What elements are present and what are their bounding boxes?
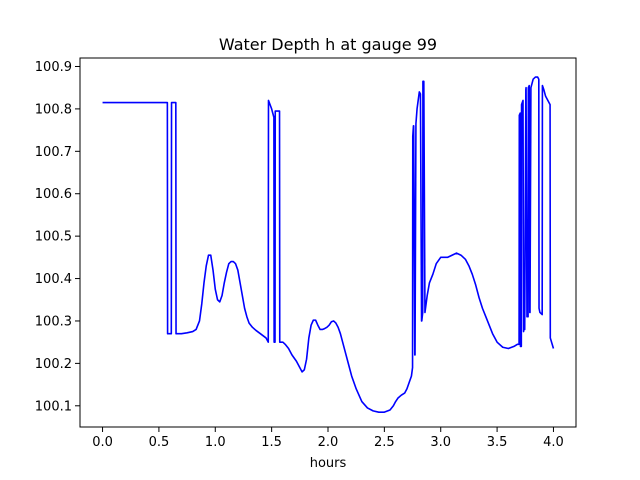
y-tick-label: 100.8 <box>35 102 72 117</box>
y-tick-label: 100.7 <box>35 145 72 160</box>
y-tick-label: 100.6 <box>35 187 72 202</box>
x-tick-label: 3.5 <box>487 435 508 450</box>
plot-frame <box>79 57 577 428</box>
y-tick-label: 100.2 <box>35 357 72 372</box>
x-tick-label: 1.0 <box>205 435 226 450</box>
y-tick-label: 100.5 <box>35 230 72 245</box>
y-tick-label: 100.1 <box>35 399 72 414</box>
y-axis: 100.1 100.2 100.3 100.4 100.5 100.6 100.7 100.8… <box>35 60 80 414</box>
x-tick-label: 1.5 <box>261 435 282 450</box>
x-axis-label: hours <box>310 456 347 471</box>
y-tick-label: 100.4 <box>35 272 72 287</box>
x-tick-label: 2.5 <box>374 435 395 450</box>
x-axis: 0.0 0.5 1.0 1.5 2.0 2.5 3.0 3.5 4.0 <box>92 427 564 450</box>
x-tick-label: 0.5 <box>149 435 170 450</box>
series-line-0 <box>102 76 555 413</box>
y-tick-label: 100.3 <box>35 314 72 329</box>
x-tick-label: 3.0 <box>430 435 451 450</box>
y-tick-label: 100.9 <box>35 60 72 75</box>
x-tick-label: 4.0 <box>543 435 564 450</box>
chart-title: Water Depth h at gauge 99 <box>219 35 437 54</box>
plot-area <box>102 76 555 413</box>
x-tick-label: 2.0 <box>318 435 339 450</box>
x-tick-label: 0.0 <box>92 435 113 450</box>
